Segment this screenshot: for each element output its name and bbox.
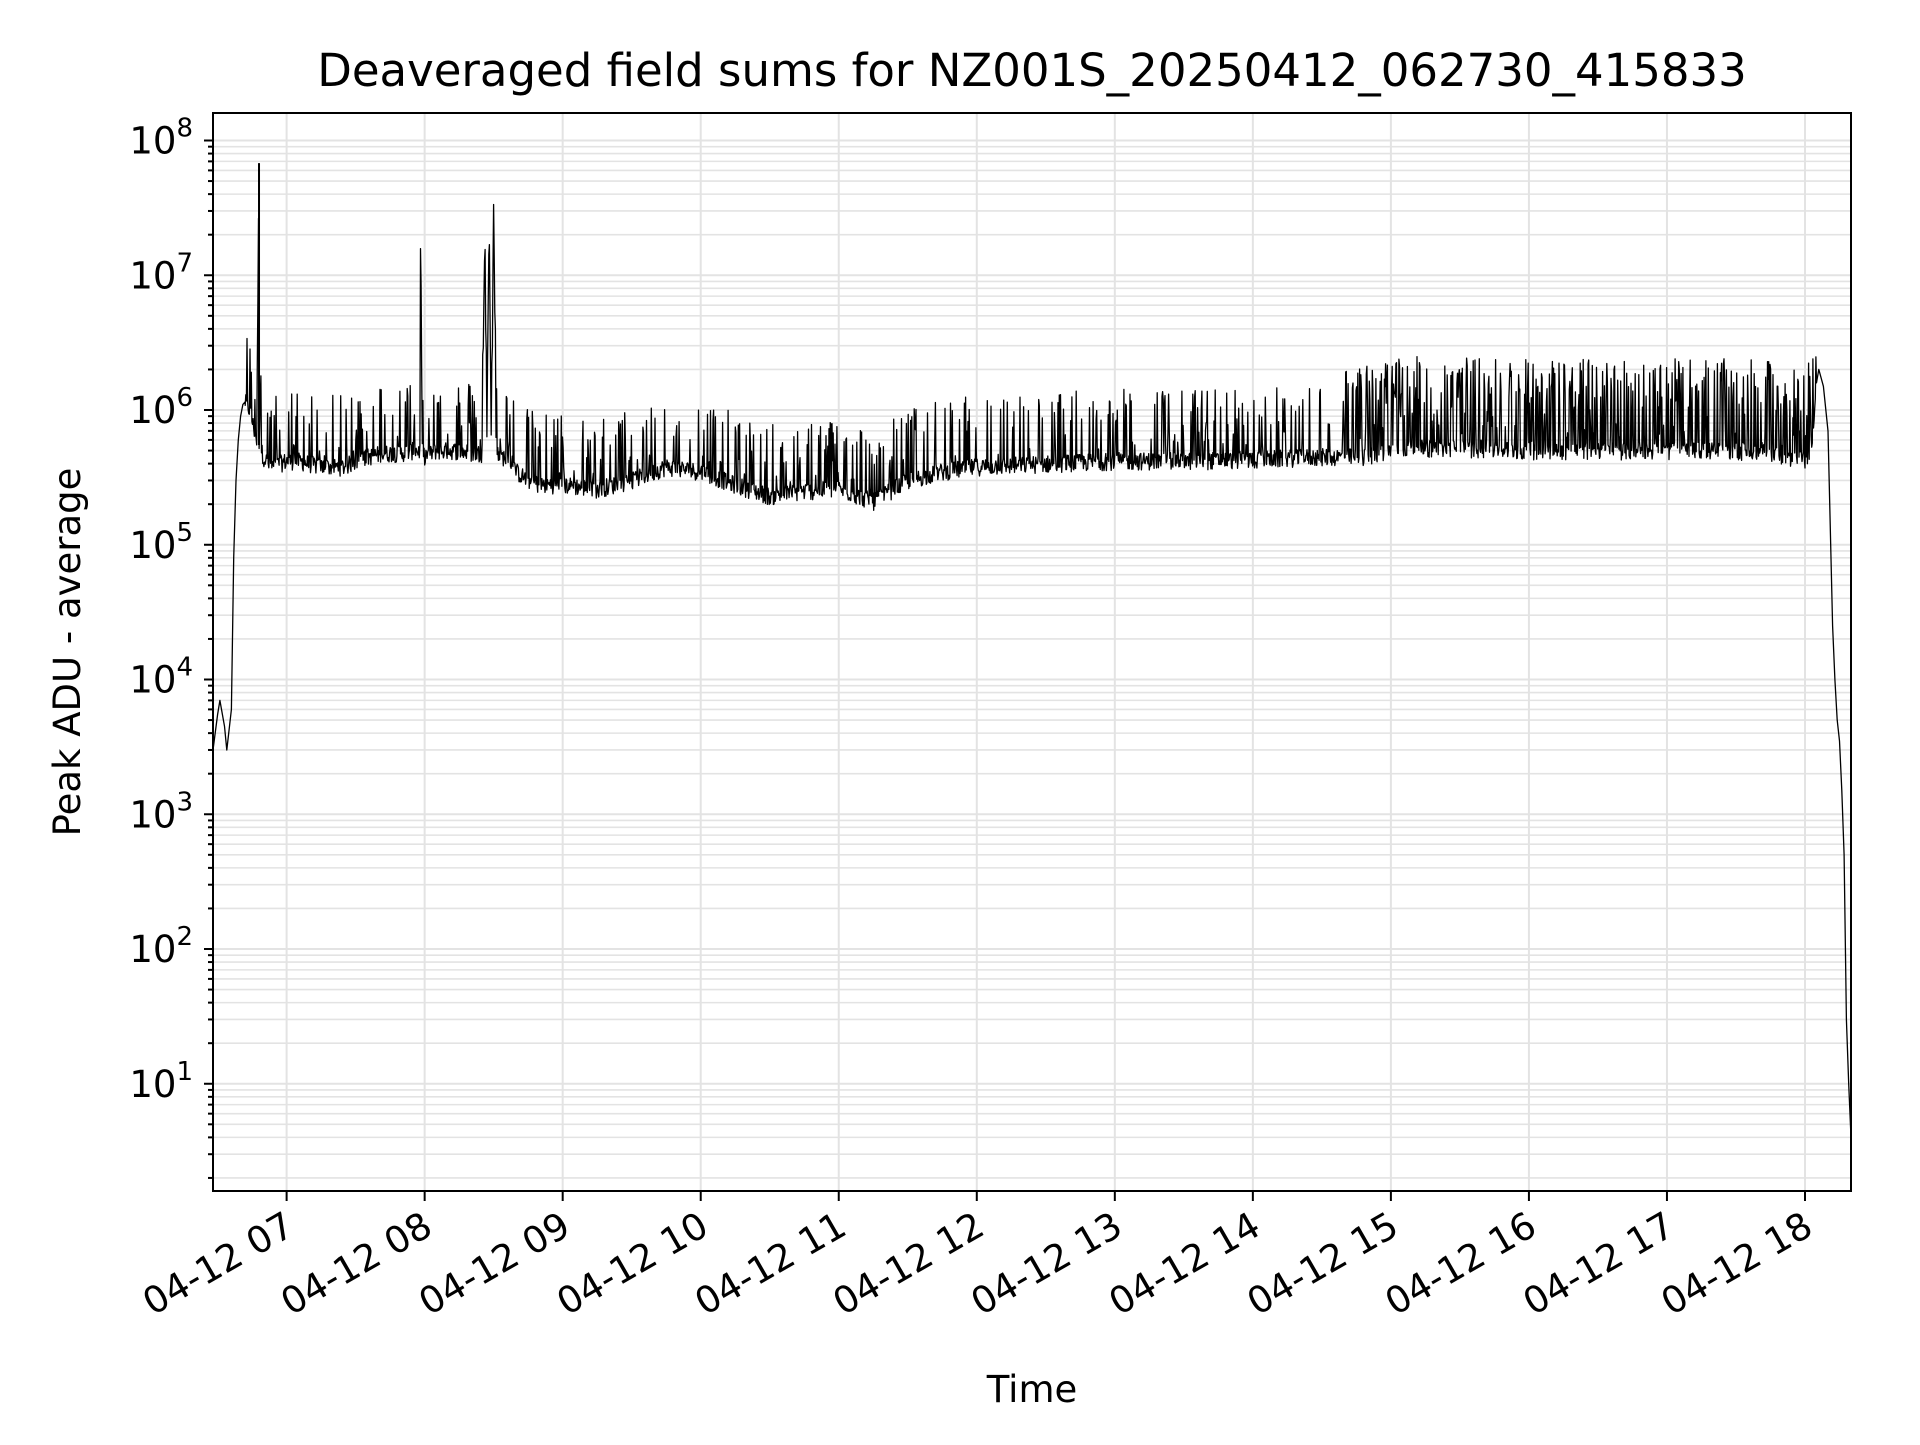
y-tick-label: 107: [129, 248, 193, 297]
y-tick-exponent: 4: [176, 653, 193, 683]
y-tick-exponent: 6: [176, 383, 193, 413]
y-tick-base: 10: [129, 659, 176, 702]
y-tick-label: 103: [129, 787, 193, 836]
y-tick-exponent: 8: [176, 114, 193, 144]
y-tick-label: 105: [129, 518, 193, 567]
y-tick-base: 10: [129, 254, 176, 297]
x-axis-label: Time: [986, 1368, 1078, 1411]
y-axis-label: Peak ADU - average: [46, 468, 89, 837]
y-tick-label: 106: [129, 383, 193, 432]
y-tick-base: 10: [129, 524, 176, 567]
series-line: [212, 203, 1852, 1138]
y-tick-label: 108: [129, 114, 193, 163]
y-tick-exponent: 7: [176, 248, 193, 278]
y-tick-base: 10: [129, 1063, 176, 1106]
y-tick-exponent: 2: [176, 922, 193, 952]
y-tick-exponent: 5: [176, 518, 193, 548]
y-tick-base: 10: [129, 120, 176, 163]
plot-area-frame: [212, 112, 1852, 1192]
y-tick-label: 104: [129, 653, 193, 702]
y-tick-label: 101: [129, 1057, 193, 1106]
y-tick-base: 10: [129, 389, 176, 432]
y-tick-label: 102: [129, 922, 193, 971]
y-tick-exponent: 1: [176, 1057, 193, 1087]
y-tick-base: 10: [129, 928, 176, 971]
y-tick-exponent: 3: [176, 787, 193, 817]
chart-title: Deaveraged field sums for NZ001S_2025041…: [317, 44, 1747, 97]
data-lines: [212, 163, 1852, 1138]
y-tick-base: 10: [129, 793, 176, 836]
